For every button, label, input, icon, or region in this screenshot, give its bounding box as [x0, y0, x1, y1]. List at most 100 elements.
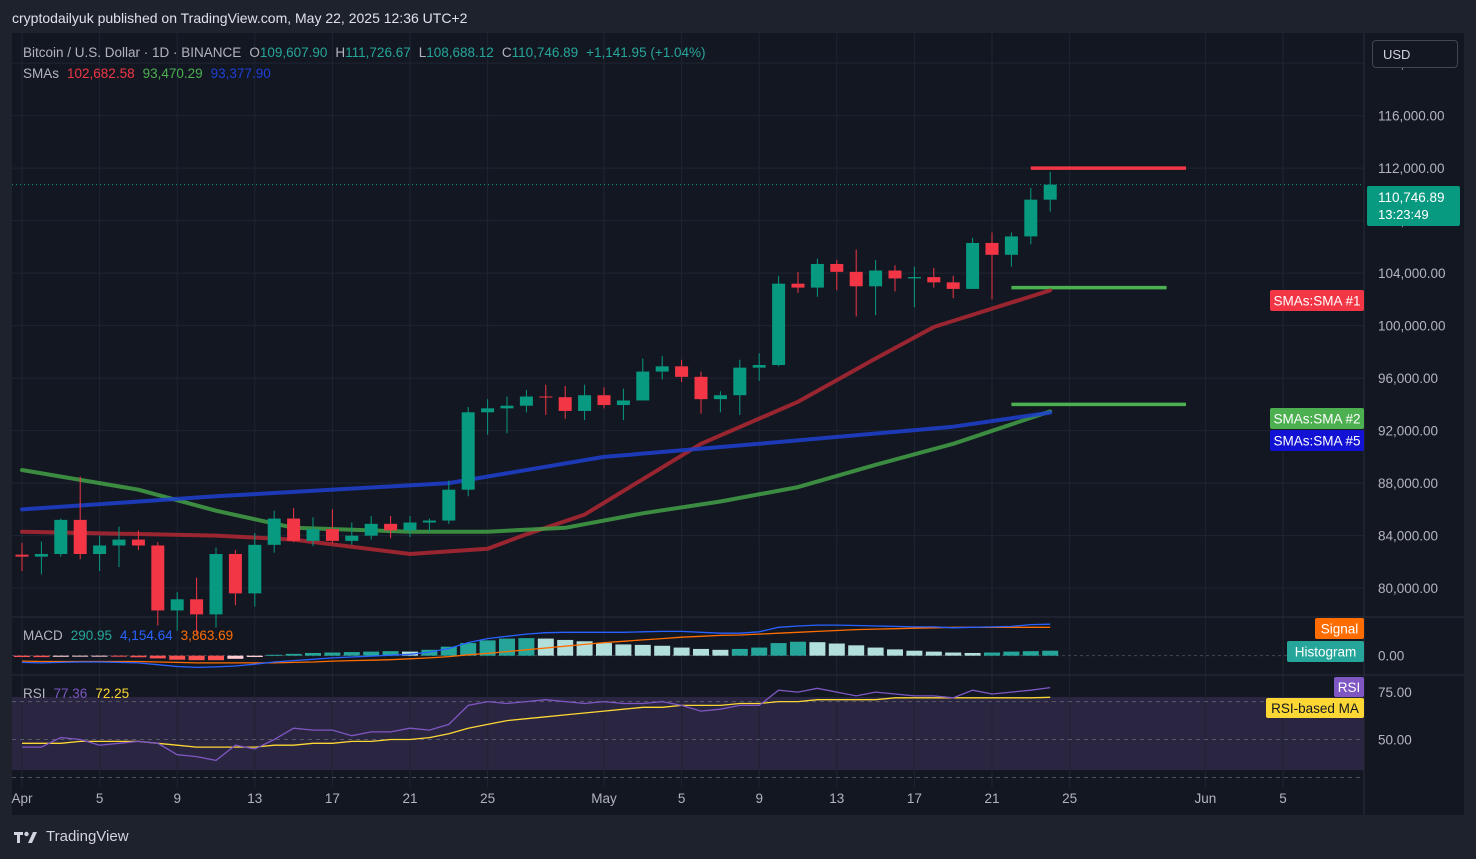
candle-body — [248, 544, 262, 594]
price-axis[interactable]: 120,000.00116,000.00112,000.00108,000.00… — [1378, 56, 1446, 747]
sma2-value: 93,470.29 — [142, 66, 203, 81]
low-value: 108,688.12 — [426, 45, 494, 60]
rsi-tag-text: RSI — [1338, 680, 1361, 695]
macd-histogram-bar — [790, 641, 806, 656]
sma5-tag-text: SMAs:SMA #5 — [1273, 434, 1360, 449]
rsi-tick-label: 50.00 — [1378, 733, 1412, 748]
sma2-tag-bg — [1270, 408, 1364, 429]
macd-histogram-bar — [731, 648, 748, 656]
macd-zero-label: 0.00 — [1378, 649, 1404, 664]
macd-histogram-bar — [925, 651, 942, 656]
macd-histogram-bar — [712, 649, 729, 656]
candle — [772, 275, 786, 367]
signal-tag-bg — [1315, 618, 1364, 639]
candle-body — [384, 523, 398, 531]
candle-body — [93, 545, 107, 555]
symbol-title[interactable]: Bitcoin / U.S. Dollar · 1D · BINANCE — [23, 45, 242, 60]
macd-histogram-bar — [246, 655, 263, 658]
candle-body — [849, 271, 863, 287]
macd-histogram-bar — [537, 638, 554, 656]
candle-body — [306, 529, 320, 541]
sma1-tag-text: SMAs:SMA #1 — [1273, 294, 1360, 309]
candle-body — [578, 395, 592, 411]
time-tick-label: 13 — [247, 791, 262, 806]
sma5-tag-bg — [1270, 430, 1364, 451]
candle-body — [287, 518, 301, 541]
tradingview-logo-icon — [14, 831, 37, 843]
sma-legend-label[interactable]: SMAs — [23, 66, 60, 81]
macd-histogram-bar — [460, 643, 477, 656]
candle — [54, 518, 68, 557]
candle — [131, 530, 145, 551]
candle — [869, 260, 883, 316]
macd-pane — [12, 623, 1364, 669]
rsi-ma-value: 72.25 — [95, 686, 130, 701]
close-value: 110,746.89 — [511, 45, 579, 60]
macd-histogram-bar — [363, 651, 380, 656]
candle-body — [1004, 236, 1018, 255]
macd-histogram-bar — [14, 655, 30, 658]
candle — [228, 550, 242, 606]
macd-histogram-bar — [52, 655, 69, 657]
rsi-tag-bg — [1334, 677, 1364, 697]
candle-body — [461, 412, 475, 490]
candle — [306, 517, 320, 547]
macd-legend-label[interactable]: MACD — [23, 628, 63, 643]
candle-body — [422, 520, 436, 523]
rsi-tick-label: 75.00 — [1378, 685, 1412, 700]
candle-body — [985, 242, 999, 255]
currency-selector[interactable]: USD — [1372, 40, 1458, 68]
time-tick-label: 5 — [96, 791, 104, 806]
horizontal-lines[interactable] — [12, 166, 1364, 407]
rsi-legend-label[interactable]: RSI — [23, 686, 46, 701]
macd-histogram-bar — [440, 646, 457, 656]
candle — [287, 508, 301, 543]
macd-histogram-bar — [906, 650, 923, 656]
rsi-ma-tag: RSI-based MA — [1266, 698, 1364, 718]
candle-body — [519, 396, 533, 406]
macd-histogram-bar — [1022, 651, 1039, 656]
candle — [713, 391, 727, 413]
candle — [209, 547, 223, 628]
candle — [927, 267, 941, 288]
candle-body — [655, 366, 669, 372]
time-axis[interactable]: Apr 5 9 13 17 21 25 May 5 9 13 17 21 25 Jun 5 — [11, 791, 1286, 806]
time-tick-label: 5 — [678, 791, 686, 806]
macd-histogram-bar — [1003, 651, 1020, 656]
tradingview-logo[interactable]: TradingView — [14, 828, 129, 845]
candle — [403, 515, 417, 537]
candle — [539, 384, 553, 415]
open-value: 109,607.90 — [259, 45, 328, 60]
candle — [907, 266, 921, 308]
candle — [791, 271, 805, 293]
rsi-pane — [12, 686, 1364, 779]
candle-body — [888, 270, 902, 279]
axis-tags: 110,746.89 13:23:49 SMAs:SMA #1 SMAs:SMA #2… — [1266, 186, 1460, 718]
grid — [12, 33, 1464, 815]
candle — [946, 275, 960, 299]
macd-histogram-bar — [634, 644, 651, 656]
time-tick-label: Apr — [11, 791, 33, 806]
candle — [597, 387, 611, 409]
countdown-timer: 13:23:49 — [1378, 207, 1429, 222]
candle — [1043, 171, 1057, 212]
price-tick-label: 96,000.00 — [1378, 371, 1438, 386]
macd-histogram-bar — [984, 652, 1000, 656]
brand-name: TradingView — [46, 828, 129, 845]
macd-histogram-bar — [91, 655, 108, 657]
candle-body — [112, 539, 126, 546]
macd-histogram-bar — [149, 655, 166, 659]
candle — [384, 515, 398, 539]
sma2-tag: SMAs:SMA #2 — [1270, 408, 1364, 429]
candle-body — [1043, 184, 1057, 200]
candle-body — [966, 242, 980, 289]
macd-histogram-bar — [673, 647, 690, 656]
candle — [267, 510, 281, 553]
price-tick-label: 84,000.00 — [1378, 529, 1438, 544]
candle-body — [636, 371, 650, 401]
sma-legend: SMAs 102,682.58 93,470.29 93,377.90 — [23, 66, 271, 81]
candle-body — [325, 529, 339, 541]
candle-body — [442, 489, 456, 521]
candle-body — [403, 522, 417, 531]
